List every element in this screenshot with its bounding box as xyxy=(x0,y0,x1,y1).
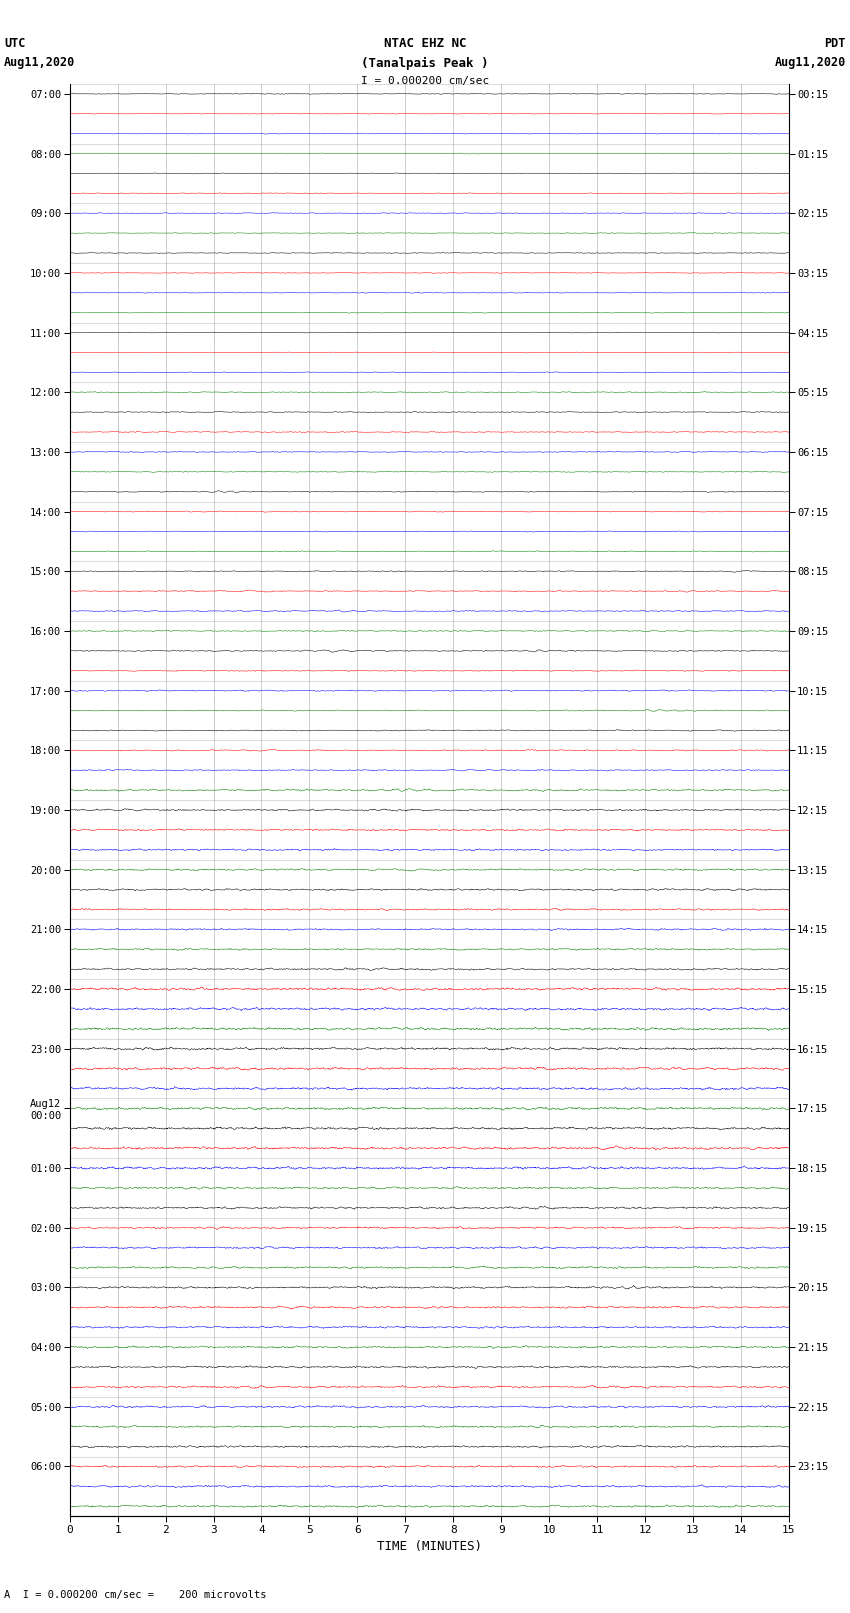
Text: UTC: UTC xyxy=(4,37,26,50)
X-axis label: TIME (MINUTES): TIME (MINUTES) xyxy=(377,1540,482,1553)
Text: (Tanalpais Peak ): (Tanalpais Peak ) xyxy=(361,56,489,69)
Text: PDT: PDT xyxy=(824,37,846,50)
Text: NTAC EHZ NC: NTAC EHZ NC xyxy=(383,37,467,50)
Text: I = 0.000200 cm/sec: I = 0.000200 cm/sec xyxy=(361,76,489,85)
Text: Aug11,2020: Aug11,2020 xyxy=(4,56,76,69)
Text: A  I = 0.000200 cm/sec =    200 microvolts: A I = 0.000200 cm/sec = 200 microvolts xyxy=(4,1590,267,1600)
Text: Aug11,2020: Aug11,2020 xyxy=(774,56,846,69)
